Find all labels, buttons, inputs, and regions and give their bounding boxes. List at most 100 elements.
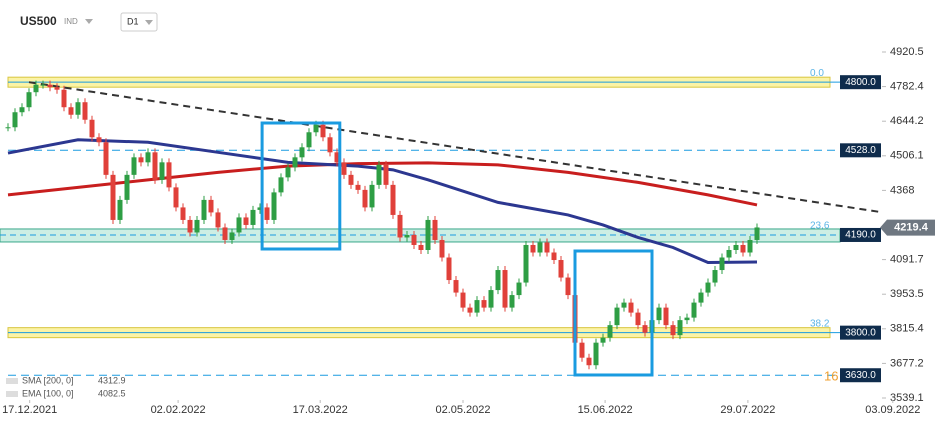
fib-label: 23.6 xyxy=(810,221,830,232)
level-label-box xyxy=(840,143,881,158)
legend-value: 4312.9 xyxy=(98,375,126,385)
candle xyxy=(523,244,529,283)
candle xyxy=(96,137,102,143)
candle xyxy=(61,89,67,108)
candle xyxy=(334,152,340,163)
candle xyxy=(103,142,109,175)
plot-area: 4920.5 4782.4 4644.2 4506.1 4368 4091.7 3953.5… xyxy=(0,46,935,416)
y-tick-label: 3539.1 xyxy=(890,392,924,404)
highlight-box xyxy=(573,249,654,377)
x-tick-label: 29.07.2022 xyxy=(720,404,775,416)
candle xyxy=(173,187,179,208)
candle xyxy=(313,124,319,133)
candle xyxy=(208,199,214,213)
fib-label: 38.2 xyxy=(810,318,830,329)
candle xyxy=(5,127,11,129)
level-label: 3630.0 xyxy=(845,370,876,381)
candle xyxy=(677,320,683,336)
y-tick-label: 3815.4 xyxy=(890,323,924,335)
y-tick-label: 3677.2 xyxy=(890,357,924,369)
candle xyxy=(271,192,277,220)
candle xyxy=(390,184,396,215)
candle xyxy=(705,282,711,293)
level-label: 4528.0 xyxy=(845,145,876,156)
dropdown-arrow[interactable] xyxy=(85,19,93,24)
candle xyxy=(47,84,53,88)
candle xyxy=(544,242,550,253)
candle xyxy=(124,174,130,200)
candle xyxy=(327,137,333,153)
candle xyxy=(138,157,144,163)
candle xyxy=(747,239,753,253)
candle xyxy=(285,167,291,178)
candle xyxy=(439,239,445,258)
candle xyxy=(565,277,571,296)
candle xyxy=(166,162,172,188)
legend-icon xyxy=(6,378,18,384)
candle xyxy=(670,325,676,336)
candle xyxy=(460,292,466,308)
legend-name: SMA [200, 0] xyxy=(22,375,74,385)
candle xyxy=(236,217,242,233)
interval-select[interactable] xyxy=(120,12,158,32)
candle xyxy=(292,157,298,168)
candle xyxy=(467,307,473,313)
candle xyxy=(530,244,536,253)
candle xyxy=(187,219,193,233)
candle xyxy=(642,325,648,333)
candle xyxy=(19,107,25,113)
candle xyxy=(152,152,158,180)
candle xyxy=(397,214,403,238)
candle xyxy=(257,207,263,210)
candle xyxy=(194,219,200,233)
candle xyxy=(551,252,557,261)
dropdown-arrow xyxy=(145,20,153,25)
candle xyxy=(341,162,347,175)
x-tick-label: 17.12.2021 xyxy=(2,404,57,416)
candle xyxy=(278,177,284,193)
candle xyxy=(446,257,452,281)
candle xyxy=(362,189,368,208)
candle xyxy=(474,300,480,313)
candle xyxy=(516,282,522,296)
candle xyxy=(488,290,494,308)
candle xyxy=(320,124,326,138)
fib-label: 16 xyxy=(824,369,838,384)
candle xyxy=(383,164,389,185)
candle xyxy=(159,162,165,180)
interval: D1 xyxy=(127,16,139,26)
candle xyxy=(82,102,88,120)
candle xyxy=(600,337,606,343)
level-label-box xyxy=(840,368,881,383)
y-tick-label: 4782.4 xyxy=(890,80,924,92)
candle xyxy=(663,307,669,326)
ma-line xyxy=(7,138,758,265)
level-label-box xyxy=(840,227,881,242)
candle xyxy=(607,325,613,338)
candle xyxy=(75,102,81,115)
candle xyxy=(754,227,760,240)
candle xyxy=(432,219,438,240)
candle xyxy=(558,260,564,278)
x-tick-label: 17.03.2022 xyxy=(293,404,348,416)
level-label-box xyxy=(840,75,881,90)
level-label-box xyxy=(840,325,881,340)
candle xyxy=(264,207,270,220)
candle xyxy=(712,270,718,283)
candle xyxy=(26,92,32,108)
candle xyxy=(537,242,543,253)
candle xyxy=(593,342,599,366)
candle xyxy=(299,147,305,158)
candle xyxy=(411,234,417,245)
candle xyxy=(250,209,256,225)
ma-line xyxy=(7,161,758,207)
candle xyxy=(229,232,235,240)
candle xyxy=(145,152,151,163)
x-tick-label: 02.02.2022 xyxy=(151,404,206,416)
candle xyxy=(306,132,312,148)
candle xyxy=(369,184,375,208)
candle xyxy=(404,234,410,238)
legend-value: 4082.5 xyxy=(98,388,126,398)
candle xyxy=(628,302,634,313)
candle xyxy=(40,84,46,86)
